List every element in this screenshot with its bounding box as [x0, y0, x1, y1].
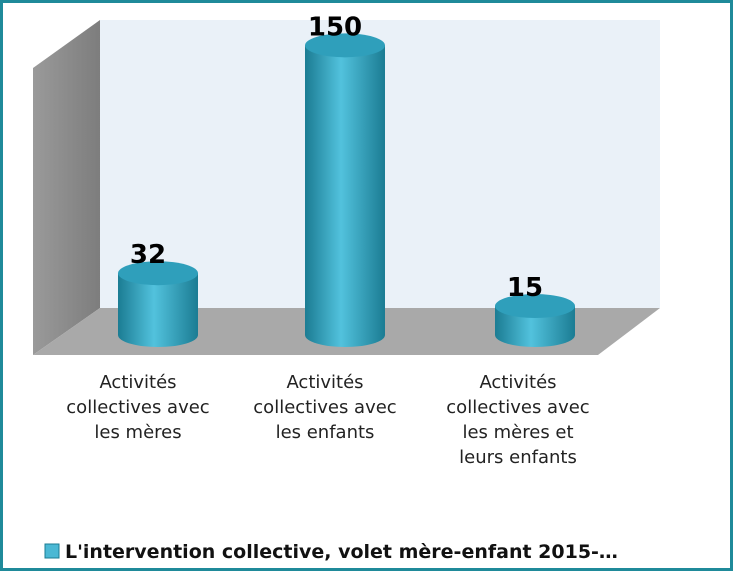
legend-swatch — [44, 543, 60, 559]
x-tick-label: Activités collectives avec les mères et … — [446, 372, 590, 468]
bar — [305, 45, 385, 347]
bar — [118, 273, 198, 347]
x-tick-label: Activités collectives avec les mères — [66, 372, 210, 443]
legend-label: L'intervention collective, volet mère-en… — [65, 541, 618, 563]
bar-top — [118, 261, 198, 286]
value-label: 32 — [130, 240, 166, 270]
value-label: 150 — [308, 12, 362, 42]
value-label: 15 — [507, 273, 543, 303]
bar-top — [495, 294, 575, 319]
bar-top — [305, 33, 385, 58]
x-tick-label: Activités collectives avec les enfants — [253, 372, 397, 443]
side-wall — [33, 20, 100, 355]
